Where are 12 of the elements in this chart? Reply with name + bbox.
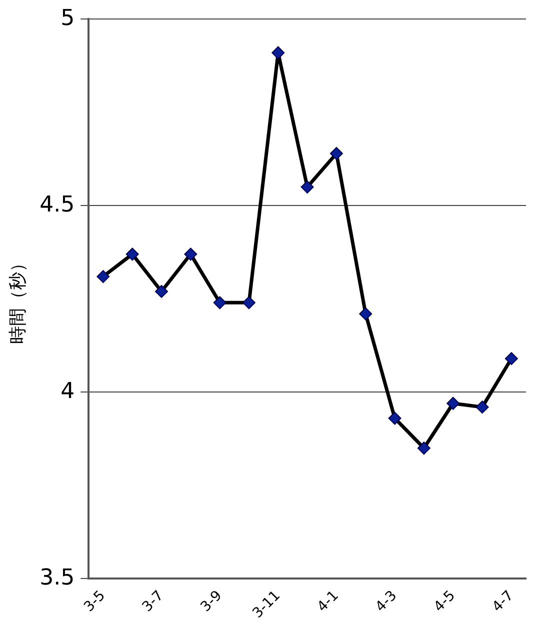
x-tick-label: 3-9 xyxy=(198,588,226,616)
y-axis-title: 時間（秒） xyxy=(7,254,28,344)
x-tick-label: 4-3 xyxy=(372,588,400,616)
y-tick-label: 3.5 xyxy=(40,565,75,590)
x-tick-label: 4-1 xyxy=(314,588,342,616)
y-tick-label: 5 xyxy=(60,6,75,31)
x-tick-label: 3-7 xyxy=(139,588,167,616)
x-tick-label: 4-5 xyxy=(431,588,458,616)
x-tick-label: 3-5 xyxy=(81,588,109,616)
x-tick-label: 4-7 xyxy=(489,588,517,616)
y-tick-label: 4 xyxy=(60,378,75,404)
y-tick-label: 4.5 xyxy=(40,192,75,218)
